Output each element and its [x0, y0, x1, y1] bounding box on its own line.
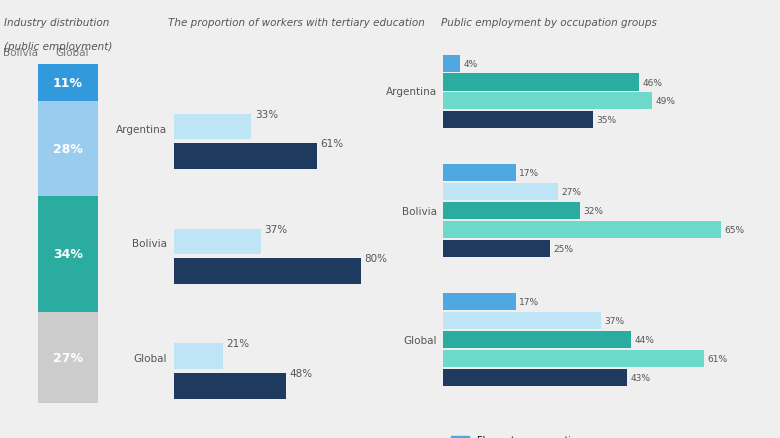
Bar — [38, 64, 98, 102]
Bar — [174, 144, 317, 170]
Bar — [174, 259, 361, 284]
Bar — [443, 203, 580, 220]
Text: 11%: 11% — [53, 77, 83, 90]
Text: 34%: 34% — [53, 248, 83, 261]
Text: (public employment): (public employment) — [4, 42, 112, 52]
Text: Public employment by occupation groups: Public employment by occupation groups — [441, 18, 657, 28]
Text: 44%: 44% — [634, 336, 654, 344]
Text: 65%: 65% — [724, 226, 744, 235]
Text: Global: Global — [403, 335, 437, 345]
Text: 25%: 25% — [553, 244, 573, 254]
Bar — [174, 374, 286, 399]
Text: 21%: 21% — [227, 339, 250, 349]
Text: Argentina: Argentina — [116, 124, 167, 134]
Text: Bolivia: Bolivia — [402, 206, 437, 216]
Bar — [443, 350, 704, 367]
Bar — [174, 114, 251, 140]
Text: 43%: 43% — [630, 373, 650, 382]
Bar — [443, 74, 640, 92]
Text: Bolivia: Bolivia — [132, 239, 167, 249]
Text: 37%: 37% — [604, 316, 625, 325]
Bar — [174, 344, 223, 369]
Text: 35%: 35% — [596, 116, 616, 125]
Text: Global: Global — [133, 353, 167, 364]
Bar — [38, 312, 98, 403]
Bar — [443, 222, 721, 239]
Text: 33%: 33% — [255, 110, 278, 119]
Bar — [443, 369, 626, 386]
Text: 61%: 61% — [707, 354, 727, 363]
Bar — [174, 229, 261, 254]
Bar — [443, 184, 558, 201]
Bar — [443, 93, 652, 110]
Text: 61%: 61% — [321, 139, 343, 149]
Text: 27%: 27% — [562, 188, 582, 197]
Text: 28%: 28% — [53, 143, 83, 156]
Bar — [38, 197, 98, 312]
Bar — [443, 331, 631, 348]
Text: 46%: 46% — [643, 78, 663, 87]
Text: 37%: 37% — [264, 224, 287, 234]
Text: Global: Global — [55, 48, 89, 58]
Text: Industry distribution: Industry distribution — [4, 18, 109, 28]
Bar — [443, 112, 593, 129]
Bar — [443, 293, 516, 311]
Text: 32%: 32% — [583, 207, 603, 216]
Text: Argentina: Argentina — [385, 87, 437, 97]
Text: 27%: 27% — [53, 351, 83, 364]
Bar — [38, 102, 98, 197]
Bar — [443, 240, 550, 258]
Text: 49%: 49% — [656, 97, 675, 106]
Legend: Elementary occupations, Clerical occupations, Technicians, Professionals, Manage: Elementary occupations, Clerical occupat… — [448, 431, 590, 438]
Text: Bolivia: Bolivia — [3, 48, 38, 58]
Bar — [443, 56, 460, 72]
Text: The proportion of workers with tertiary education: The proportion of workers with tertiary … — [168, 18, 424, 28]
Text: 17%: 17% — [519, 297, 539, 307]
Text: 48%: 48% — [290, 368, 313, 378]
Text: 17%: 17% — [519, 169, 539, 178]
Bar — [443, 165, 516, 182]
Bar — [443, 312, 601, 329]
Text: 4%: 4% — [463, 60, 478, 68]
Text: 80%: 80% — [365, 254, 388, 264]
